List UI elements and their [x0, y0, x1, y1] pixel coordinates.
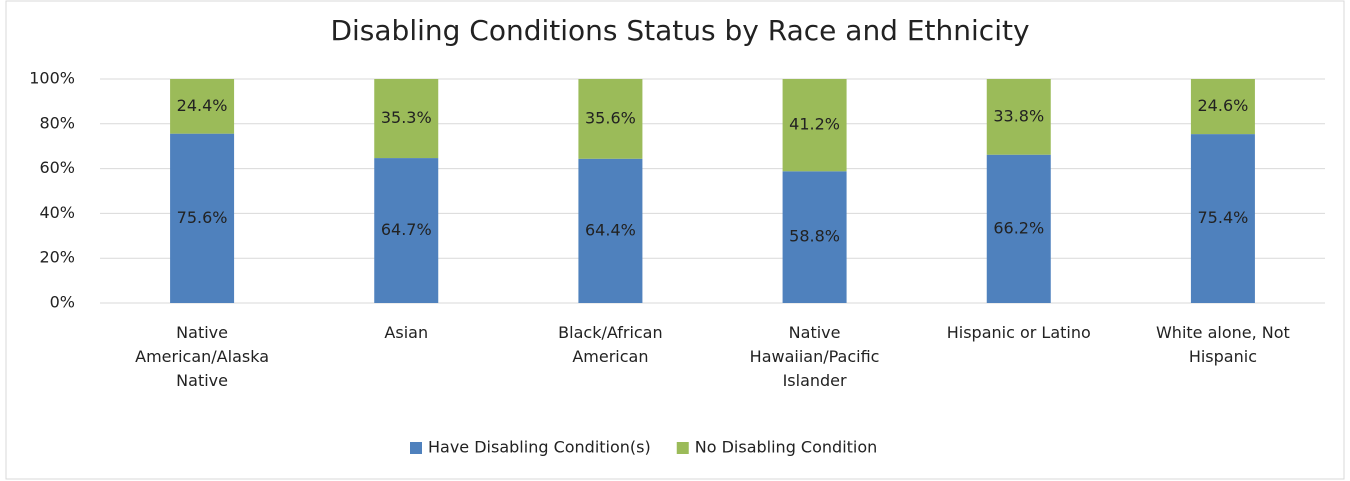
y-tick-label: 0%	[50, 293, 75, 312]
bar-segment	[782, 79, 847, 172]
data-label: 35.3%	[381, 108, 432, 127]
data-label: 64.4%	[585, 220, 636, 239]
y-tick-label: 20%	[39, 248, 75, 267]
bar-segment	[170, 79, 235, 134]
data-label: 66.2%	[993, 218, 1044, 237]
data-label: 75.6%	[177, 208, 228, 227]
y-tick-label: 40%	[39, 203, 75, 222]
bar-segment	[374, 158, 439, 303]
data-label: 33.8%	[993, 106, 1044, 125]
chart-title: Disabling Conditions Status by Race and …	[330, 14, 1029, 47]
bar-segment	[170, 133, 235, 303]
x-tick-label: Asian	[384, 323, 429, 342]
y-tick-label: 80%	[39, 113, 75, 132]
bar-segment	[578, 158, 643, 303]
bar-segment	[578, 79, 643, 159]
legend-label: Have Disabling Condition(s)	[428, 438, 651, 457]
bar-segment	[1190, 134, 1255, 303]
x-tick-label: Native Hawaiian/Pacific Islander	[749, 323, 880, 390]
data-label: 24.6%	[1198, 96, 1249, 115]
bar-segment	[374, 79, 439, 159]
y-tick-label: 60%	[39, 158, 75, 177]
bar-segment	[986, 154, 1051, 303]
y-tick-label: 100%	[29, 69, 75, 88]
bar-segment	[782, 171, 847, 303]
x-tick-label: White alone, Not Hispanic	[1155, 323, 1290, 366]
x-tick-label: Hispanic or Latino	[946, 323, 1091, 342]
legend-swatch	[410, 442, 422, 454]
bar-segment	[986, 79, 1051, 155]
x-tick-label: Native American/Alaska Native	[135, 323, 269, 390]
bar-segment	[1190, 79, 1255, 135]
data-label: 35.6%	[585, 108, 636, 127]
legend-swatch	[676, 442, 689, 454]
data-label: 58.8%	[789, 227, 840, 246]
data-label: 64.7%	[381, 220, 432, 239]
legend-label: No Disabling Condition	[695, 438, 878, 457]
data-label: 41.2%	[789, 115, 840, 134]
x-tick-label: Black/African American	[558, 323, 663, 366]
data-label: 75.4%	[1198, 208, 1249, 227]
data-label: 24.4%	[177, 96, 228, 115]
